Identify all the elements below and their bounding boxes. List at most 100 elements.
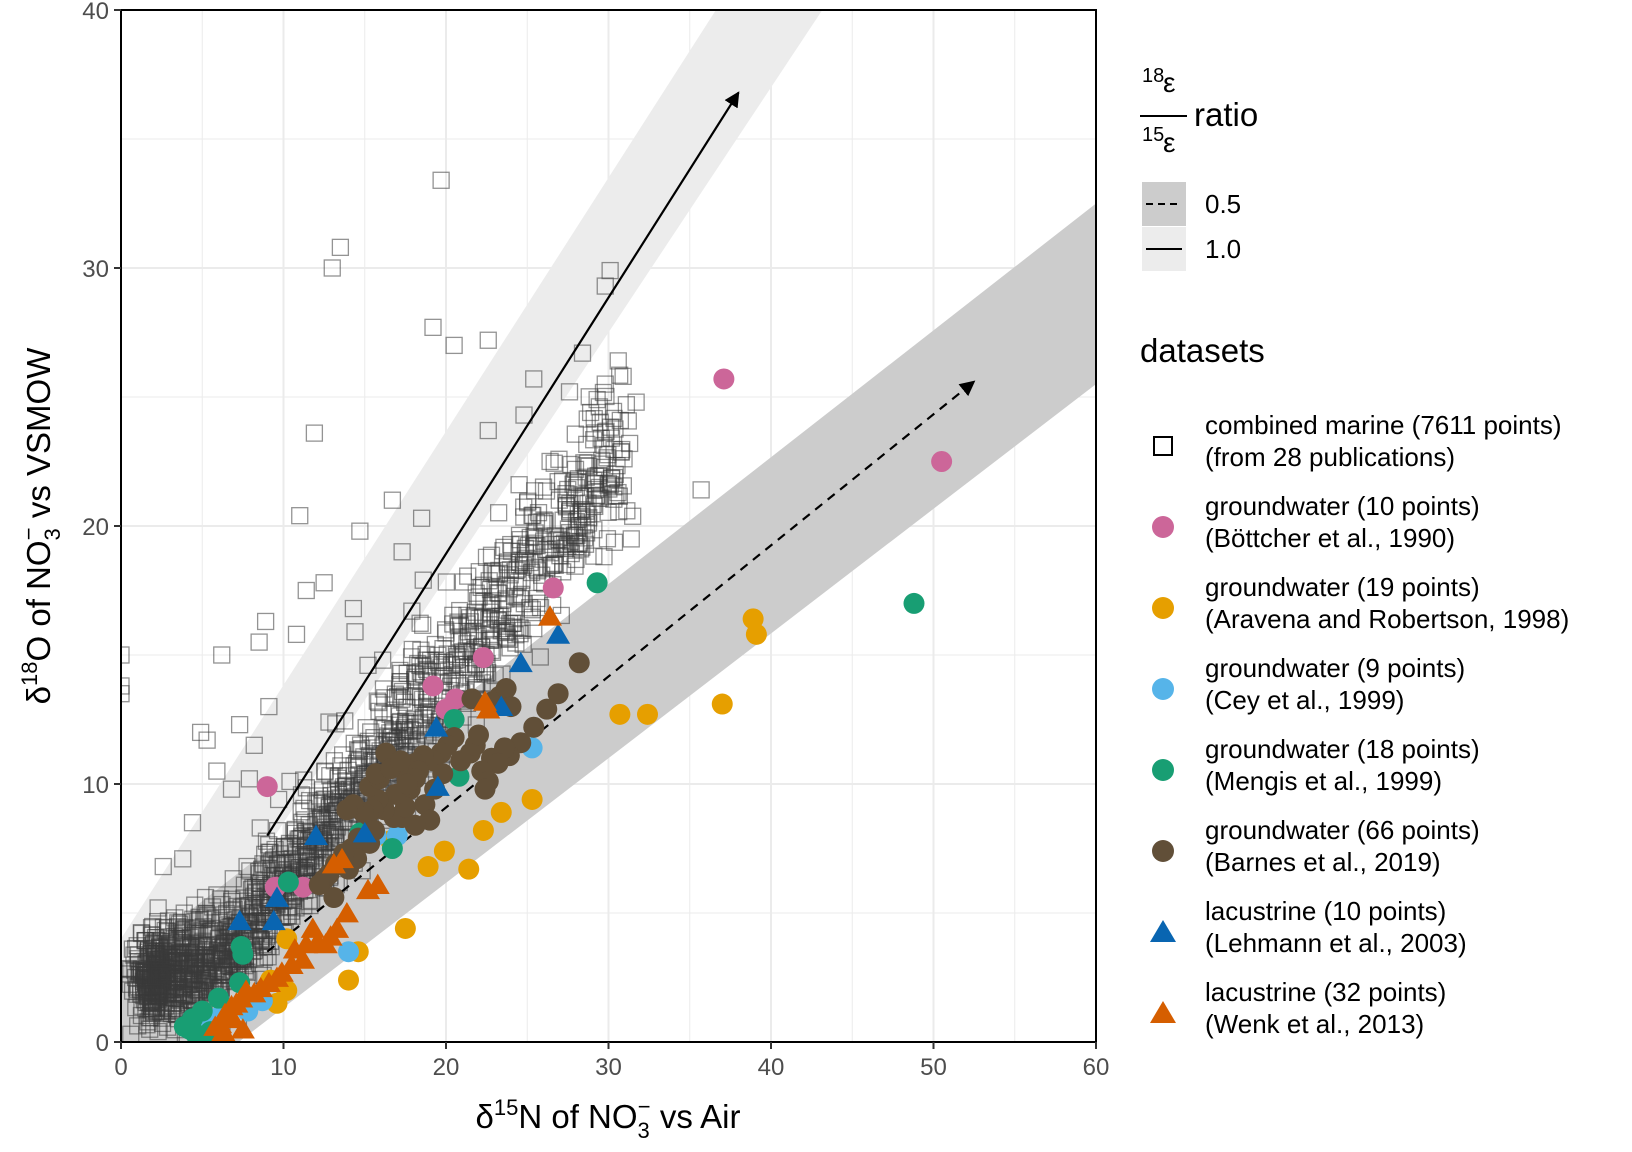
marine-point: [286, 838, 305, 856]
marine-point: [208, 762, 226, 780]
dataset-4-point: [173, 1016, 195, 1038]
marine-point: [534, 532, 553, 550]
dataset-5-point: [323, 887, 345, 909]
marine-point: [627, 393, 645, 411]
marine-point: [157, 944, 175, 963]
x-tick-label: 50: [920, 1054, 947, 1081]
datasets-legend-items: combined marine (7611 points)(from 28 pu…: [1150, 410, 1569, 1039]
marine-point: [418, 693, 436, 712]
legend-key-5: [1152, 840, 1174, 862]
marine-point: [162, 1004, 181, 1023]
marine-point: [175, 918, 194, 937]
marine-point: [287, 625, 306, 644]
marine-point: [588, 486, 606, 504]
dataset-4-point: [586, 572, 608, 594]
marine-point: [251, 819, 269, 837]
marine-point: [187, 953, 205, 971]
dataset-5-point: [495, 678, 517, 700]
ratio-legend-label-1.0: 1.0: [1205, 234, 1241, 264]
marine-point: [220, 955, 238, 973]
marine-point: [566, 557, 584, 575]
marine-point: [191, 958, 209, 976]
marine-point: [345, 734, 363, 752]
marine-point: [511, 590, 530, 608]
dataset-7-point: [211, 1020, 236, 1042]
dataset-6-point: [227, 909, 252, 931]
marine-point: [257, 832, 276, 850]
dataset-5-point: [468, 724, 489, 746]
ratio-arrow-0.5: [266, 380, 976, 953]
marine-point: [269, 855, 287, 873]
marine-point: [550, 491, 568, 509]
marine-point: [412, 509, 431, 527]
y-tick-label: 30: [82, 256, 109, 283]
dataset-5-point: [523, 716, 545, 738]
x-tick-label: 0: [114, 1054, 127, 1081]
y-tick-label: 10: [82, 772, 109, 799]
marine-point: [575, 529, 594, 547]
dataset-7-point: [300, 917, 325, 938]
ratio-legend-label-0.5: 0.5: [1205, 189, 1241, 219]
marine-point: [459, 567, 477, 585]
dataset-7-point: [476, 698, 501, 719]
marine-point: [259, 948, 277, 966]
y-tick-label: 20: [82, 514, 109, 541]
ratio-legend-fraction-bar: [1140, 115, 1187, 117]
marine-point: [445, 336, 463, 355]
marine-point: [525, 370, 543, 388]
marine-point: [213, 950, 231, 969]
marine-point: [148, 987, 167, 1005]
legend-sublabel-1: (Böttcher et al., 1990): [1205, 523, 1455, 553]
marine-point: [507, 626, 525, 644]
dataset-2-point: [711, 693, 733, 715]
marine-point: [245, 903, 263, 922]
marine-point: [230, 716, 249, 734]
legend-key-6: [1150, 920, 1176, 942]
marine-point: [586, 480, 605, 499]
marine-point: [211, 890, 230, 908]
marine-point: [166, 909, 184, 927]
marine-point: [213, 646, 231, 664]
marine-point: [578, 410, 596, 428]
marine-point: [603, 469, 621, 488]
dataset-2-point: [338, 969, 359, 991]
marine-point: [163, 984, 182, 1003]
ratio-legend-numerator-sup: 18: [1142, 65, 1164, 87]
marine-point: [293, 813, 311, 831]
legend-key-1: [1152, 516, 1174, 538]
legend-label-3: groundwater (9 points): [1205, 653, 1465, 683]
marine-point: [531, 648, 549, 666]
y-tick-label: 0: [96, 1030, 109, 1057]
marine-point: [579, 454, 597, 472]
marine-point: [374, 680, 393, 698]
marine-point: [508, 588, 526, 606]
ratio-band-1.0: [121, 10, 823, 1042]
marine-point: [614, 367, 632, 386]
marine-point: [393, 543, 411, 561]
marine-point: [480, 610, 498, 629]
marine-point: [479, 421, 497, 440]
legend-sublabel-5: (Barnes et al., 2019): [1205, 847, 1441, 877]
marine-point: [194, 971, 212, 990]
marine-point: [498, 553, 517, 571]
marine-point: [158, 922, 177, 941]
marine-point: [562, 544, 580, 563]
ratio-legend-word: ratio: [1194, 96, 1258, 133]
dataset-1-point: [256, 776, 278, 798]
marine-point: [606, 420, 624, 438]
dataset-4-point: [190, 1026, 212, 1042]
dataset-6-point: [265, 886, 289, 907]
x-title-suffix: vs Air: [651, 1098, 741, 1135]
marine-point: [489, 504, 508, 522]
ratio-arrows: [266, 91, 976, 953]
dataset-4-point: [208, 987, 229, 1009]
marine-point: [256, 612, 275, 631]
y-axis-title: δ18O of NO3− vs VSMOW: [16, 347, 65, 705]
marine-point: [595, 548, 613, 566]
dataset-2-point: [417, 856, 439, 878]
marine-point: [515, 406, 533, 424]
marine-point: [502, 535, 520, 554]
marine-point: [299, 859, 318, 877]
marine-point: [195, 910, 213, 929]
marine-point: [198, 731, 216, 749]
